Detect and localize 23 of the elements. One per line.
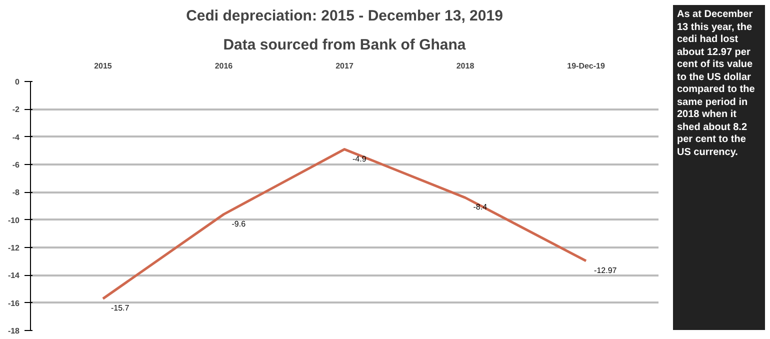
y-tick-label: -12 (8, 244, 20, 252)
data-label: -9.6 (232, 219, 246, 228)
y-tick-label: -2 (12, 105, 20, 114)
y-tick-label: -14 (8, 271, 20, 280)
x-tick-label: 2016 (214, 62, 234, 70)
y-tick-label: -10 (8, 216, 20, 225)
x-tick-label: 2015 (94, 62, 112, 70)
y-tick-label: -6 (12, 160, 20, 170)
data-label: -15.7 (110, 304, 130, 313)
x-tick-label: 19-Dec-19 (567, 62, 606, 70)
x-tick-label: 2018 (456, 62, 475, 70)
data-label: -4.9 (352, 154, 367, 164)
y-tick-label: -18 (8, 326, 20, 336)
y-tick-label: -4 (12, 132, 20, 142)
chart-subtitle: Data sourced from Bank of Ghana (223, 36, 466, 54)
chart-title: Cedi depreciation: 2015 - December 13, 2019 (186, 8, 503, 24)
data-label: -12.97 (594, 266, 618, 275)
line-series (102, 148, 588, 300)
y-tick-label: 0 (15, 78, 20, 86)
x-tick-label: 2017 (336, 62, 354, 70)
text: As at December 13 this year, the cedi had lost about 12.97 per cent of its value to the US dollar compared to the same period in 2018 when it shed about 8.2 per cent to the US currency. (677, 9, 755, 158)
y-tick-label: -8 (12, 188, 20, 198)
y-tick-label: -16 (8, 298, 20, 308)
